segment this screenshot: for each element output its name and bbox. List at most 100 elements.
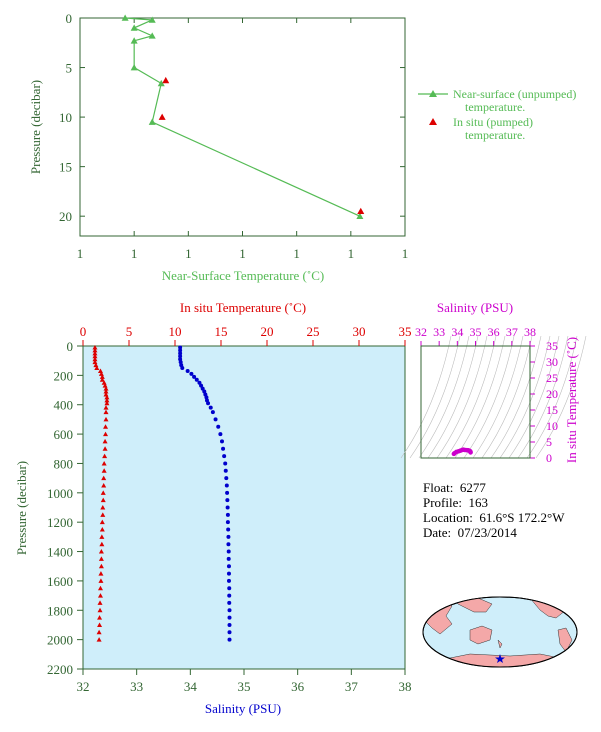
- salinity-point: [226, 556, 231, 561]
- salinity-tick-label: 33: [130, 679, 143, 694]
- salinity-point: [192, 374, 197, 379]
- ts-density-contour: [463, 335, 515, 459]
- near-surface-x-tick-label: 1: [293, 246, 300, 261]
- near-surface-x-ticks: 1 1 1 1 1 1 1: [77, 18, 409, 261]
- ts-temperature-tick-label: 5: [546, 435, 552, 449]
- ts-salinity-tick-label: 37: [506, 325, 518, 339]
- temperature-point: [99, 527, 105, 532]
- temperature-point: [100, 512, 106, 517]
- temperature-point: [102, 446, 108, 451]
- near-surface-y-tick-label: 0: [66, 11, 73, 26]
- salinity-point: [189, 371, 194, 376]
- temperature-axis-label: In situ Temperature (˚C): [180, 300, 306, 315]
- salinity-point: [226, 564, 231, 569]
- pressure-tick-label: 800: [54, 456, 74, 471]
- profile-value: 163: [468, 495, 489, 510]
- ts-density-contour: [535, 335, 587, 459]
- date-value: 07/23/2014: [457, 525, 517, 540]
- temperature-point: [97, 585, 103, 591]
- map-land: [423, 597, 573, 667]
- salinity-tick-label: 34: [184, 679, 198, 694]
- temperature-point: [99, 541, 105, 547]
- temperature-point: [101, 380, 107, 385]
- temperature-tick-label: 30: [353, 324, 366, 339]
- temperature-point: [93, 362, 99, 368]
- temperature-point: [97, 368, 103, 373]
- temperature-point: [97, 607, 103, 613]
- ts-density-contour: [436, 335, 488, 459]
- temperature-point: [103, 431, 109, 437]
- ts-salinity-tick-label: 36: [488, 325, 500, 339]
- near-surface-unpumped-point: [121, 14, 129, 21]
- temperature-point: [92, 359, 98, 365]
- near-surface-x-tick-label: 1: [402, 246, 409, 261]
- temperature-point: [98, 549, 104, 554]
- temperature-tick-label: 0: [80, 324, 87, 339]
- near-surface-series: [121, 14, 365, 219]
- salinity-point: [227, 615, 232, 620]
- ts-temperature-tick-label: 10: [546, 419, 558, 433]
- pressure-tick-label: 2200: [47, 662, 73, 677]
- temperature-point: [103, 409, 109, 415]
- temperature-point: [99, 519, 105, 525]
- temperature-profile-series: [92, 344, 110, 642]
- salinity-point: [225, 498, 230, 503]
- location-value: 61.6°S 172.2°W: [479, 510, 565, 525]
- near-surface-insitu-point: [162, 76, 170, 84]
- ts-density-contour: [517, 335, 569, 459]
- pressure-tick-label: 400: [54, 398, 74, 413]
- salinity-tick-label: 38: [399, 679, 412, 694]
- ts-density-contour: [445, 335, 497, 459]
- profile-row: Profile: 163: [423, 495, 564, 510]
- salinity-point: [226, 571, 231, 576]
- near-surface-unpumped-point: [130, 24, 138, 31]
- salinity-tick-label: 32: [77, 679, 90, 694]
- temperature-point: [103, 391, 109, 397]
- near-surface-chart: 1 1 1 1 1 1 1 0 5 10 15 20 Near-Surface Temperatur…: [28, 11, 576, 283]
- temperature-point: [100, 490, 106, 495]
- location-map: [422, 596, 578, 668]
- temperature-point: [103, 386, 109, 391]
- salinity-tick-label: 36: [291, 679, 305, 694]
- salinity-point: [216, 424, 221, 429]
- ts-point: [468, 450, 473, 455]
- ts-temperature-tick-label: 20: [546, 387, 558, 401]
- salinity-point: [226, 549, 231, 554]
- salinity-axis-label: Salinity (PSU): [205, 701, 281, 716]
- ts-salinity-tick-label: 32: [415, 325, 427, 339]
- temperature-tick-label: 20: [261, 324, 274, 339]
- temperature-tick-label: 10: [169, 324, 182, 339]
- near-surface-y-tick-label: 5: [66, 61, 73, 76]
- pressure-tick-label: 1800: [47, 603, 73, 618]
- near-surface-unpumped-point: [148, 118, 156, 125]
- float-info: Float: 6277 Profile: 163 Location: 61.6°…: [423, 480, 564, 540]
- pressure-tick-label: 1600: [47, 574, 73, 589]
- salinity-point: [226, 527, 231, 532]
- float-value: 6277: [459, 480, 486, 495]
- salinity-point: [226, 542, 231, 547]
- salinity-point: [221, 446, 226, 451]
- salinity-point: [194, 377, 199, 382]
- near-surface-unpumped-point: [130, 64, 138, 71]
- pressure-tick-label: 0: [67, 339, 74, 354]
- near-surface-y-tick-label: 20: [59, 209, 72, 224]
- ts-temperature-tick-label: 15: [546, 403, 558, 417]
- near-surface-plot-frame: [79, 17, 406, 237]
- near-surface-x-axis-label: Near-Surface Temperature (˚C): [162, 268, 324, 283]
- ts-salinity-tick-label: 33: [433, 325, 445, 339]
- ts-temperature-ticks: 0 5 10 15 20 25 30 35: [530, 339, 558, 465]
- ts-temperature-tick-label: 25: [546, 371, 558, 385]
- ts-salinity-ticks: 32 33 34 35 36 37 38: [415, 325, 536, 346]
- ts-plot-frame: [420, 345, 531, 459]
- temperature-point: [101, 468, 107, 473]
- near-surface-unpumped-point: [148, 16, 156, 23]
- temperature-point: [92, 344, 98, 350]
- temperature-point: [104, 400, 110, 406]
- near-surface-insitu-point: [357, 207, 365, 215]
- near-surface-unpumped-point: [157, 79, 165, 87]
- temperature-point: [99, 374, 105, 379]
- temperature-point: [96, 629, 102, 635]
- temperature-point: [94, 365, 100, 371]
- temperature-point: [104, 397, 110, 403]
- near-surface-unpumped-point: [130, 37, 138, 44]
